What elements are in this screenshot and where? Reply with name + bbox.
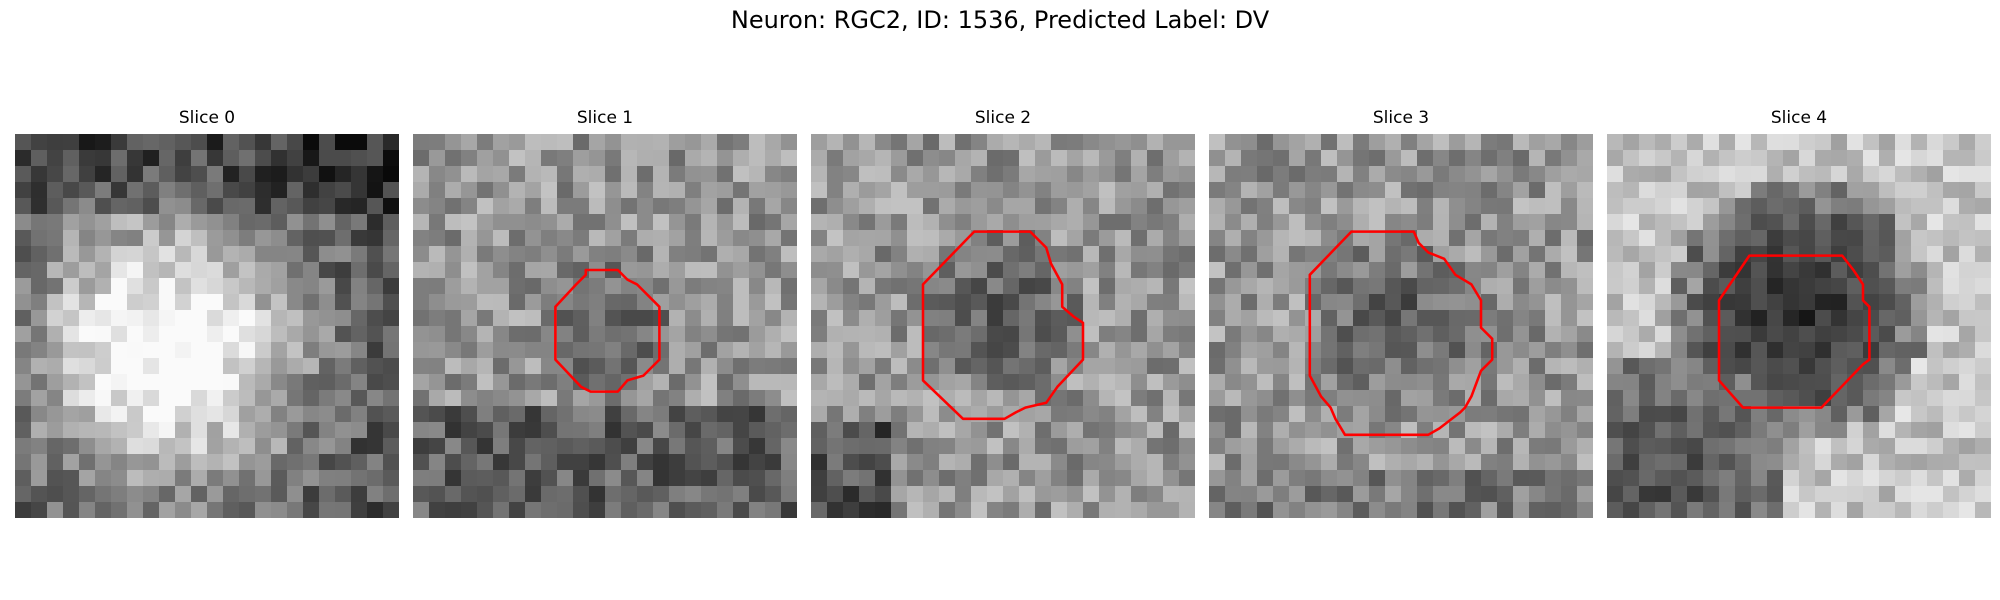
slice-image [15,134,399,518]
slice-title: Slice 0 [178,108,236,128]
slice-title: Slice 4 [1770,108,1828,128]
contour-outline [921,230,1085,421]
slice-title: Slice 2 [974,108,1032,128]
slice-image [1607,134,1991,518]
slice-title: Slice 3 [1372,108,1430,128]
slice-image [1209,134,1593,518]
slice-image [413,134,797,518]
slice-title: Slice 1 [576,108,634,128]
contour-outline [1308,230,1494,437]
figure-title: Neuron: RGC2, ID: 1536, Predicted Label:… [730,6,1270,34]
contour-outline [554,268,661,393]
contour-outline [1717,254,1871,409]
slice-image [811,134,1195,518]
